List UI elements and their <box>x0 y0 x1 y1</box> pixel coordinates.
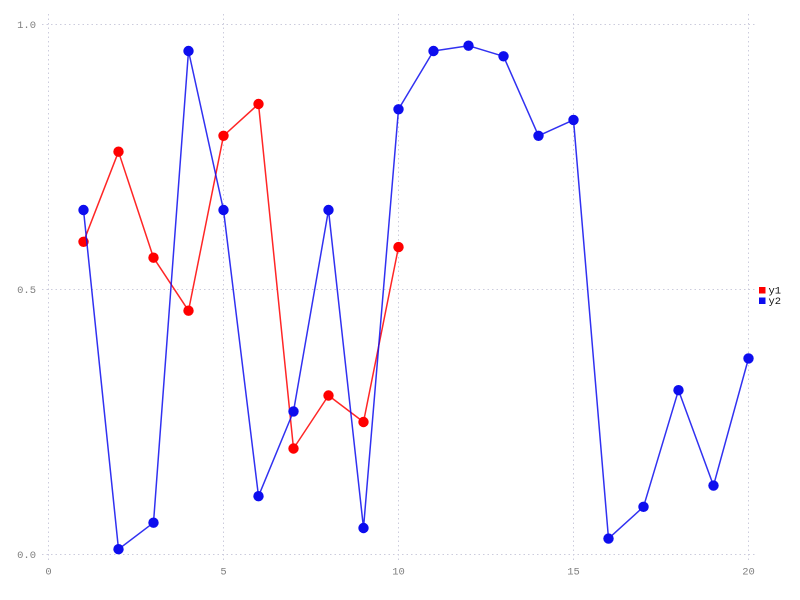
data-point-y1-x3 <box>148 252 159 263</box>
data-point-y2-x3 <box>148 517 159 528</box>
data-point-y2-x20 <box>743 353 754 364</box>
data-point-y2-x13 <box>498 51 509 62</box>
y-tick-label: 0.5 <box>17 285 36 297</box>
data-point-y2-x14 <box>533 130 544 141</box>
legend-swatch-y1 <box>759 287 766 294</box>
x-tick-label: 15 <box>567 567 580 579</box>
data-point-y2-x8 <box>323 204 334 216</box>
data-point-y2-x15 <box>568 114 579 126</box>
x-tick-label: 0 <box>45 567 51 579</box>
data-point-y2-x6 <box>253 491 264 502</box>
legend-swatch-y2 <box>759 297 766 304</box>
data-point-y2-x9 <box>358 522 369 534</box>
x-tick-label: 10 <box>392 567 405 579</box>
data-point-y1-x8 <box>323 390 334 401</box>
x-tick-label: 5 <box>220 567 226 579</box>
series-line-y2 <box>82 44 750 550</box>
y-tick-label: 1.0 <box>17 20 36 32</box>
data-point-y2-x11 <box>428 45 439 57</box>
data-point-y1-x10 <box>393 241 404 253</box>
data-point-y2-x10 <box>393 104 404 115</box>
series-line-y1 <box>82 103 400 450</box>
legend-label-y2: y2 <box>769 296 782 308</box>
data-point-y1-x6 <box>253 98 264 110</box>
data-point-y1-x4 <box>183 305 194 316</box>
data-point-y2-x18 <box>673 385 684 396</box>
y-tick-label: 0.0 <box>17 550 36 562</box>
data-point-y1-x5 <box>218 130 229 141</box>
data-point-y2-x16 <box>603 533 614 544</box>
data-point-y2-x17 <box>638 501 649 512</box>
legend-label-y1: y1 <box>769 286 782 298</box>
data-point-y1-x2 <box>113 146 124 157</box>
data-point-y2-x4 <box>183 45 194 57</box>
data-point-y2-x19 <box>708 480 719 491</box>
data-point-y2-x2 <box>113 544 124 555</box>
data-point-y2-x7 <box>288 406 299 417</box>
x-tick-label: 20 <box>742 567 755 579</box>
data-point-y2-x1 <box>78 204 89 216</box>
data-point-y2-x5 <box>218 204 229 216</box>
data-point-y1-x7 <box>288 443 299 454</box>
data-point-y2-x12 <box>463 40 474 51</box>
data-point-y1-x9 <box>358 416 369 428</box>
